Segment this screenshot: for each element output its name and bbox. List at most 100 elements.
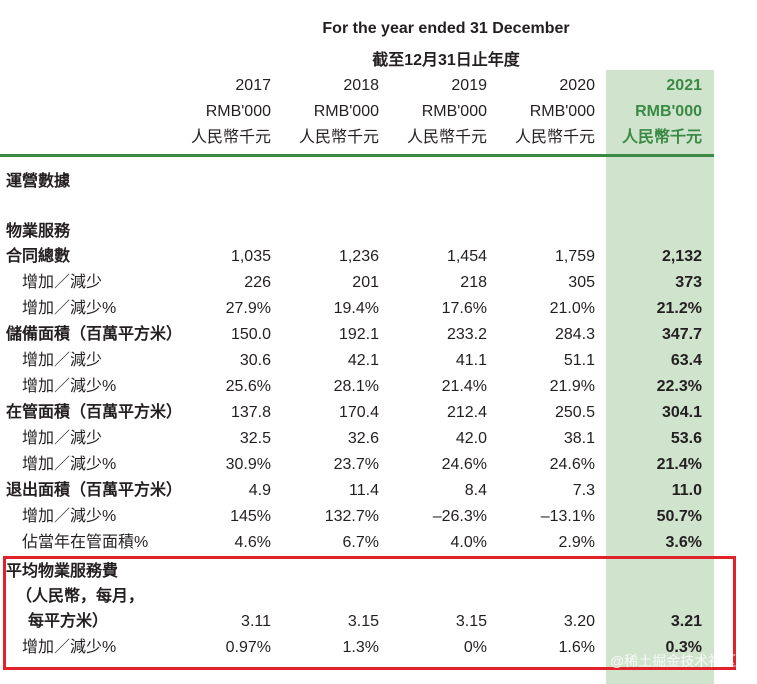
cell-2019: 21.4% [441,378,487,395]
cell-2020: 21.9% [549,378,595,395]
col-2018-unit-zh: 人民幣千元 [298,129,379,146]
cell-2020: 1,759 [554,248,595,265]
cell-2019: 8.4 [464,482,487,499]
row-label: 在管面積（百萬平方米） [6,404,183,421]
cell-2017: 3.11 [241,613,271,630]
col-2020-year: 2020 [559,77,595,94]
row-label: 合同總數 [6,248,71,265]
cell-2020: 7.3 [572,482,595,499]
col-2018-unit: RMB'000 [313,103,379,120]
fee-label-line1: 平均物業服務費 [6,563,119,580]
cell-2021: 21.2% [656,300,702,317]
header-title-en: For the year ended 31 December [322,20,570,37]
cell-2017: 1,035 [230,248,271,265]
cell-2017: 30.9% [225,456,271,473]
cell-2020: 284.3 [554,326,595,343]
col-2021-unit: RMB'000 [635,103,702,120]
cell-2019: 0% [463,639,487,656]
cell-2021: 50.7% [656,508,702,525]
cell-2021: 347.7 [661,326,702,343]
cell-2017: 25.6% [225,378,271,395]
cell-2021: 11.0 [671,482,702,499]
cell-2020: 3.20 [563,613,595,630]
cell-2020: 38.1 [563,430,595,447]
cell-2018: 11.4 [349,482,379,499]
cell-2018: 1.3% [342,639,379,656]
cell-2018: 1,236 [338,248,379,265]
watermark: @稀土掘金技术社区 [610,653,737,669]
col-2021-year: 2021 [666,77,702,94]
cell-2020: 24.6% [549,456,595,473]
col-2019-unit: RMB'000 [421,103,487,120]
cell-2017: 226 [244,274,271,291]
cell-2021: 53.6 [670,430,702,447]
cell-2020: 2.9% [558,534,595,551]
row-label: 退出面積（百萬平方米） [6,482,183,499]
cell-2017: 32.5 [239,430,271,447]
fee-change-label: 增加／減少% [22,639,117,656]
cell-2019: 42.0 [455,430,487,447]
col-2018-year: 2018 [343,77,379,94]
row-label: 儲備面積（百萬平方米） [6,326,183,343]
cell-2021: 2,132 [661,248,702,265]
cell-2019: 1,454 [446,248,487,265]
cell-2018: 3.15 [347,613,379,630]
row-label: 增加／減少 [22,352,103,369]
cell-2020: 51.1 [563,352,595,369]
cell-2019: 24.6% [441,456,487,473]
row-label: 增加／減少% [22,300,117,317]
cell-2021: 0.3% [665,639,702,656]
row-label: 增加／減少 [22,274,103,291]
cell-2019: 218 [460,274,487,291]
fee-label-line2: （人民幣，每月， [16,588,145,605]
cell-2019: –26.3% [432,508,487,525]
cell-2021: 373 [675,274,702,291]
cell-2018: 23.7% [333,456,379,473]
fee-label-line3: 每平方米） [28,613,109,630]
cell-2020: 305 [568,274,595,291]
cell-2019: 212.4 [446,404,487,421]
col-2017-unit: RMB'000 [205,103,271,120]
cell-2019: 3.15 [455,613,487,630]
cell-2019: 233.2 [446,326,487,343]
cell-2017: 4.6% [234,534,271,551]
cell-2018: 201 [352,274,379,291]
section-operating: 運營數據 [6,173,71,190]
col-2017-unit-zh: 人民幣千元 [190,129,271,146]
cell-2017: 137.8 [230,404,271,421]
cell-2018: 32.6 [347,430,379,447]
cell-2019: 4.0% [450,534,487,551]
cell-2021: 3.6% [665,534,702,551]
col-2017-year: 2017 [235,77,271,94]
row-label: 增加／減少% [22,378,117,395]
cell-2018: 192.1 [338,326,379,343]
cell-2021: 22.3% [656,378,702,395]
cell-2021: 21.4% [656,456,702,473]
cell-2018: 6.7% [342,534,379,551]
row-label: 增加／減少% [22,456,117,473]
cell-2021: 3.21 [670,613,702,630]
cell-2018: 28.1% [333,378,379,395]
col-2021-unit-zh: 人民幣千元 [621,129,702,146]
cell-2018: 132.7% [324,508,379,525]
cell-2021: 304.1 [661,404,702,421]
cell-2017: 4.9 [248,482,271,499]
header-divider [0,154,714,157]
col-2019-unit-zh: 人民幣千元 [406,129,487,146]
cell-2020: 1.6% [558,639,595,656]
cell-2020: 250.5 [554,404,595,421]
row-label: 增加／減少 [22,430,103,447]
cell-2017: 27.9% [225,300,271,317]
row-label: 佔當年在管面積% [22,534,149,551]
cell-2017: 150.0 [230,326,271,343]
header-title-zh: 截至12月31日止年度 [372,52,520,69]
cell-2017: 0.97% [225,639,271,656]
highlight-box [3,556,736,670]
cell-2017: 30.6 [239,352,271,369]
col-2020-unit: RMB'000 [529,103,595,120]
cell-2017: 145% [230,508,271,525]
col-2019-year: 2019 [451,77,487,94]
highlight-column-2021 [606,70,714,684]
cell-2018: 170.4 [338,404,379,421]
cell-2021: 63.4 [670,352,702,369]
